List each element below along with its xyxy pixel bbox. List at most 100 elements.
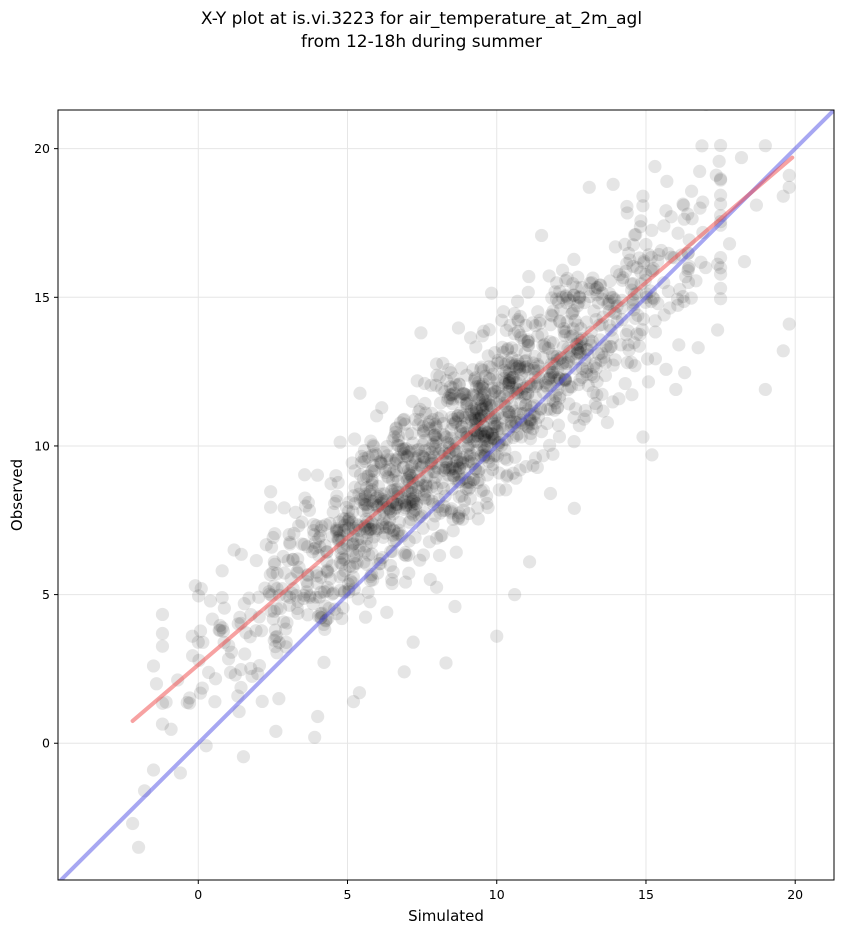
data-point	[475, 329, 489, 343]
data-point	[429, 580, 444, 594]
data-point	[213, 618, 227, 633]
data-point	[448, 462, 462, 476]
data-point	[529, 390, 543, 404]
data-point	[388, 502, 403, 516]
data-point	[308, 541, 323, 555]
data-point	[402, 445, 416, 459]
data-point	[659, 362, 673, 376]
x-tick-label: 10	[489, 887, 505, 902]
data-point	[461, 482, 475, 496]
data-point	[548, 285, 562, 299]
data-point	[657, 308, 671, 322]
data-point	[606, 395, 620, 409]
data-point	[486, 431, 500, 445]
data-point	[392, 515, 406, 529]
data-point	[459, 388, 473, 402]
data-point	[722, 237, 737, 251]
data-point	[334, 546, 348, 560]
data-point	[590, 388, 604, 402]
data-point	[632, 251, 646, 265]
data-point	[447, 471, 462, 485]
data-point	[400, 449, 414, 463]
data-point	[346, 537, 360, 551]
data-point	[628, 359, 642, 373]
data-point	[360, 497, 374, 511]
data-point	[587, 304, 601, 318]
data-point	[495, 340, 509, 354]
data-point	[155, 717, 170, 731]
data-point	[205, 612, 219, 626]
data-point	[485, 361, 499, 375]
data-point	[583, 276, 597, 290]
data-point	[642, 248, 656, 262]
data-point	[329, 494, 343, 508]
data-point	[713, 251, 728, 265]
data-point	[533, 316, 547, 330]
data-point	[338, 552, 352, 566]
data-point	[409, 497, 423, 511]
data-point	[460, 393, 474, 407]
data-point	[569, 280, 583, 294]
data-point	[572, 290, 586, 305]
data-point	[502, 376, 516, 390]
data-point	[522, 555, 537, 569]
data-point	[363, 493, 377, 508]
data-point	[567, 288, 581, 302]
data-point	[361, 585, 375, 599]
data-point	[234, 547, 248, 561]
data-point	[456, 386, 471, 401]
data-point	[661, 284, 675, 298]
data-point	[449, 465, 463, 479]
data-point	[523, 432, 538, 446]
data-point	[612, 392, 626, 406]
data-point	[573, 373, 587, 387]
data-point	[440, 435, 455, 449]
data-point	[386, 528, 400, 542]
data-point	[606, 291, 620, 305]
data-point	[573, 346, 587, 360]
data-point	[573, 346, 587, 360]
data-point	[473, 429, 488, 443]
data-point	[482, 323, 496, 337]
data-point	[333, 555, 347, 570]
data-point	[486, 457, 500, 471]
data-point	[557, 325, 571, 339]
data-point	[213, 623, 227, 637]
data-point	[582, 282, 596, 296]
data-point	[476, 377, 490, 391]
data-point	[427, 429, 441, 443]
data-point	[347, 489, 361, 503]
data-point	[281, 553, 295, 568]
data-point	[480, 496, 494, 510]
data-point	[509, 376, 523, 390]
data-point	[606, 358, 620, 372]
data-point	[776, 189, 790, 203]
data-point	[450, 454, 464, 468]
data-point	[295, 537, 309, 551]
data-point	[391, 451, 405, 465]
data-point	[367, 465, 382, 479]
data-point	[413, 412, 427, 427]
data-point	[468, 374, 482, 388]
data-point	[396, 413, 410, 427]
data-point	[191, 635, 205, 649]
data-point	[404, 492, 418, 506]
data-point	[350, 532, 365, 546]
data-point	[471, 375, 486, 389]
data-point	[396, 442, 410, 456]
data-point	[283, 598, 297, 612]
data-point	[455, 420, 469, 434]
data-point	[530, 460, 544, 475]
data-point	[559, 289, 573, 303]
data-point	[459, 482, 473, 496]
data-point	[323, 571, 337, 586]
data-point	[651, 254, 665, 268]
data-point	[572, 418, 586, 433]
data-point	[562, 293, 577, 307]
data-point	[490, 419, 504, 433]
data-point	[186, 649, 200, 663]
data-point	[286, 552, 300, 566]
data-point	[470, 475, 485, 490]
data-point	[449, 455, 463, 469]
data-point	[263, 587, 277, 601]
